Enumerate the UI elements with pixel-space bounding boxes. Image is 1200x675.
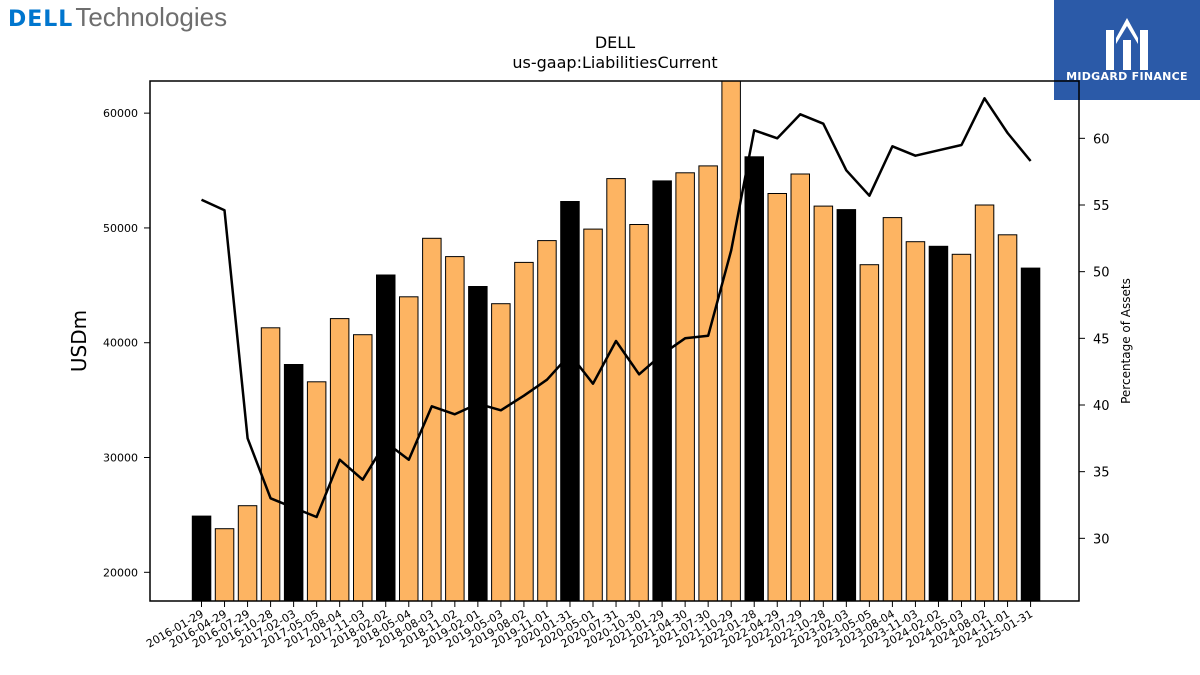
bar-2020-05-01 <box>583 228 603 602</box>
bar-2020-01-31 <box>560 201 580 602</box>
midgard-finance-name: MIDGARD FINANCE <box>1066 70 1188 83</box>
bar-2017-02-03 <box>283 364 304 602</box>
technologies-logo-text: Technologies <box>75 2 228 32</box>
bar-2018-02-02 <box>376 274 396 602</box>
bar-2019-08-02 <box>514 261 534 602</box>
bar-2016-01-29 <box>191 515 212 602</box>
y2-axis-ticks: 30 35 40 45 50 55 60 <box>1079 132 1110 547</box>
bar-2017-05-05 <box>306 381 327 602</box>
bar-2023-11-03 <box>905 241 926 602</box>
bar-2022-04-29 <box>767 193 787 602</box>
y2-tick-label: 35 <box>1093 466 1110 481</box>
bar-2019-11-01 <box>537 240 557 602</box>
y-axis-label: USDm <box>67 310 91 372</box>
bar-2025-01-31 <box>1020 267 1041 602</box>
bar-2018-05-04 <box>399 296 419 602</box>
y-tick-label: 60000 <box>103 107 138 120</box>
bar-series <box>191 80 1041 602</box>
y2-tick-label: 45 <box>1093 332 1110 347</box>
y2-axis-label: Percentage of Assets <box>1119 278 1133 404</box>
bar-2021-07-30 <box>698 165 718 602</box>
bar-2024-11-01 <box>997 234 1018 602</box>
chart-title: DELL <box>595 33 635 52</box>
y2-tick-label: 40 <box>1093 399 1110 414</box>
bar-2018-11-02 <box>445 256 465 602</box>
y-tick-label: 20000 <box>103 566 138 579</box>
bar-2023-08-04 <box>882 217 903 602</box>
bar-2016-04-29 <box>214 528 235 602</box>
bar-2020-07-31 <box>606 178 626 602</box>
bar-2024-02-02 <box>928 245 949 602</box>
bar-2021-01-29 <box>652 180 672 602</box>
bar-2016-10-28 <box>260 327 281 602</box>
dell-technologies-logo: DELL Technologies <box>8 2 227 36</box>
y-tick-label: 30000 <box>103 452 138 465</box>
bar-2019-05-03 <box>491 303 511 602</box>
dell-logo-mark: DELL <box>8 7 74 32</box>
bar-2022-01-28 <box>744 156 764 602</box>
bar-2023-05-05 <box>859 264 880 602</box>
y-tick-label: 50000 <box>103 222 138 235</box>
bar-2021-04-30 <box>675 172 695 602</box>
x-axis-ticks: 2016-01-292016-04-292016-07-292016-10-28… <box>144 601 1035 651</box>
y2-tick-label: 55 <box>1093 199 1110 214</box>
y2-tick-label: 50 <box>1093 266 1110 281</box>
bar-2020-10-30 <box>629 224 649 602</box>
bar-2021-10-29 <box>721 80 741 602</box>
bar-2022-07-29 <box>790 173 810 602</box>
chart-subtitle: us-gaap:LiabilitiesCurrent <box>512 53 717 72</box>
percentage-line <box>200 97 1032 519</box>
bar-2019-02-01 <box>468 286 488 602</box>
y-tick-label: 40000 <box>103 337 138 350</box>
y-axis-ticks: 20000 30000 40000 50000 60000 <box>103 107 150 579</box>
y2-tick-label: 30 <box>1093 532 1110 547</box>
y2-tick-label: 60 <box>1093 132 1110 147</box>
bar-2022-10-28 <box>813 205 834 602</box>
plot-frame <box>149 80 1080 602</box>
bar-2016-07-29 <box>237 505 258 602</box>
midgard-emblem-icon <box>1106 18 1148 70</box>
bar-2024-08-02 <box>974 204 995 602</box>
bar-2023-02-03 <box>836 209 857 602</box>
bar-2024-05-03 <box>951 253 972 602</box>
